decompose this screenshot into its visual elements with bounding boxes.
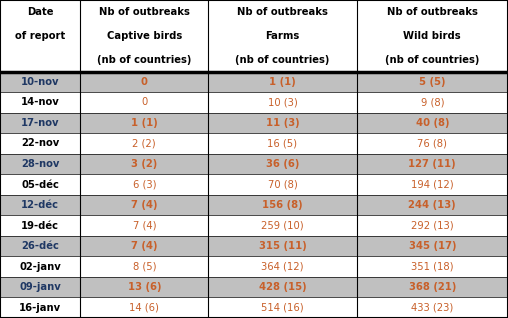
Bar [0, 0, 508, 72]
Text: 16-janv: 16-janv [19, 303, 61, 313]
Text: 127 (11): 127 (11) [408, 159, 456, 169]
Text: 7 (4): 7 (4) [131, 241, 157, 251]
Text: Date: Date [27, 7, 53, 17]
Bar [0, 277, 508, 297]
Text: 7 (4): 7 (4) [131, 200, 157, 210]
Text: 315 (11): 315 (11) [259, 241, 306, 251]
Bar [0, 154, 508, 174]
Text: (nb of countries): (nb of countries) [97, 55, 192, 65]
Bar [0, 133, 508, 154]
Text: Captive birds: Captive birds [107, 31, 182, 41]
Text: 19-déc: 19-déc [21, 221, 59, 231]
Text: 16 (5): 16 (5) [267, 138, 298, 149]
Text: 13 (6): 13 (6) [128, 282, 161, 292]
Text: 10-nov: 10-nov [21, 77, 59, 87]
Text: 7 (4): 7 (4) [133, 221, 156, 231]
Text: 244 (13): 244 (13) [408, 200, 456, 210]
Bar [0, 195, 508, 215]
Text: (nb of countries): (nb of countries) [385, 55, 480, 65]
Text: 5 (5): 5 (5) [419, 77, 446, 87]
Text: 194 (12): 194 (12) [411, 179, 454, 190]
Text: 292 (13): 292 (13) [411, 221, 454, 231]
Text: Nb of outbreaks: Nb of outbreaks [237, 7, 328, 17]
Text: (nb of countries): (nb of countries) [235, 55, 330, 65]
Text: 0: 0 [141, 97, 147, 107]
Bar [0, 113, 508, 133]
Text: 1 (1): 1 (1) [131, 118, 157, 128]
Text: Nb of outbreaks: Nb of outbreaks [387, 7, 478, 17]
Text: 368 (21): 368 (21) [408, 282, 456, 292]
Text: 11 (3): 11 (3) [266, 118, 299, 128]
Text: 428 (15): 428 (15) [259, 282, 306, 292]
Bar [0, 236, 508, 256]
Text: of report: of report [15, 31, 65, 41]
Text: 26-déc: 26-déc [21, 241, 59, 251]
Text: 10 (3): 10 (3) [268, 97, 297, 107]
Bar [0, 92, 508, 113]
Bar [0, 72, 508, 92]
Text: 3 (2): 3 (2) [131, 159, 157, 169]
Text: 12-déc: 12-déc [21, 200, 59, 210]
Text: 8 (5): 8 (5) [133, 262, 156, 272]
Text: Wild birds: Wild birds [403, 31, 461, 41]
Text: 14-nov: 14-nov [21, 97, 59, 107]
Text: 36 (6): 36 (6) [266, 159, 299, 169]
Text: 514 (16): 514 (16) [261, 303, 304, 313]
Text: 14 (6): 14 (6) [130, 303, 159, 313]
Text: 09-janv: 09-janv [19, 282, 61, 292]
Text: 259 (10): 259 (10) [261, 221, 304, 231]
Bar [0, 256, 508, 277]
Text: 28-nov: 28-nov [21, 159, 59, 169]
Text: 345 (17): 345 (17) [408, 241, 456, 251]
Text: 433 (23): 433 (23) [411, 303, 454, 313]
Text: Farms: Farms [265, 31, 300, 41]
Text: Nb of outbreaks: Nb of outbreaks [99, 7, 189, 17]
Text: 156 (8): 156 (8) [262, 200, 303, 210]
Text: 351 (18): 351 (18) [411, 262, 454, 272]
Bar [0, 174, 508, 195]
Bar [0, 215, 508, 236]
Text: 6 (3): 6 (3) [133, 179, 156, 190]
Text: 70 (8): 70 (8) [268, 179, 297, 190]
Text: 1 (1): 1 (1) [269, 77, 296, 87]
Text: 9 (8): 9 (8) [421, 97, 444, 107]
Text: 02-janv: 02-janv [19, 262, 61, 272]
Text: 0: 0 [141, 77, 148, 87]
Text: 2 (2): 2 (2) [133, 138, 156, 149]
Text: 76 (8): 76 (8) [418, 138, 447, 149]
Text: 40 (8): 40 (8) [416, 118, 449, 128]
Text: 364 (12): 364 (12) [261, 262, 304, 272]
Text: 05-déc: 05-déc [21, 179, 59, 190]
Text: 22-nov: 22-nov [21, 138, 59, 149]
Bar [0, 297, 508, 318]
Text: 17-nov: 17-nov [21, 118, 59, 128]
